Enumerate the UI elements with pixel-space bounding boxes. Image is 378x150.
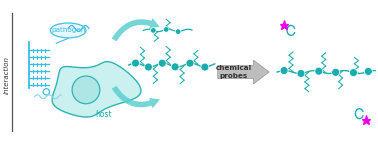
Circle shape [364, 68, 372, 75]
Circle shape [150, 28, 156, 33]
Ellipse shape [50, 23, 86, 38]
Text: pathogen: pathogen [51, 27, 85, 33]
Circle shape [201, 63, 209, 71]
Circle shape [158, 59, 166, 67]
Polygon shape [52, 62, 141, 117]
Circle shape [297, 69, 305, 77]
Circle shape [171, 63, 179, 71]
Circle shape [332, 68, 339, 76]
Circle shape [280, 67, 288, 75]
Circle shape [315, 67, 323, 75]
FancyArrowPatch shape [112, 18, 160, 41]
FancyArrow shape [218, 60, 269, 84]
Circle shape [72, 76, 100, 104]
Circle shape [175, 29, 181, 34]
Text: interaction: interaction [4, 56, 10, 94]
Circle shape [186, 59, 194, 67]
Circle shape [132, 59, 139, 67]
Text: chemical
probes: chemical probes [216, 65, 252, 79]
Circle shape [350, 69, 358, 77]
Circle shape [144, 63, 152, 71]
Text: host: host [96, 110, 112, 119]
Circle shape [163, 27, 169, 32]
FancyArrowPatch shape [112, 86, 160, 108]
